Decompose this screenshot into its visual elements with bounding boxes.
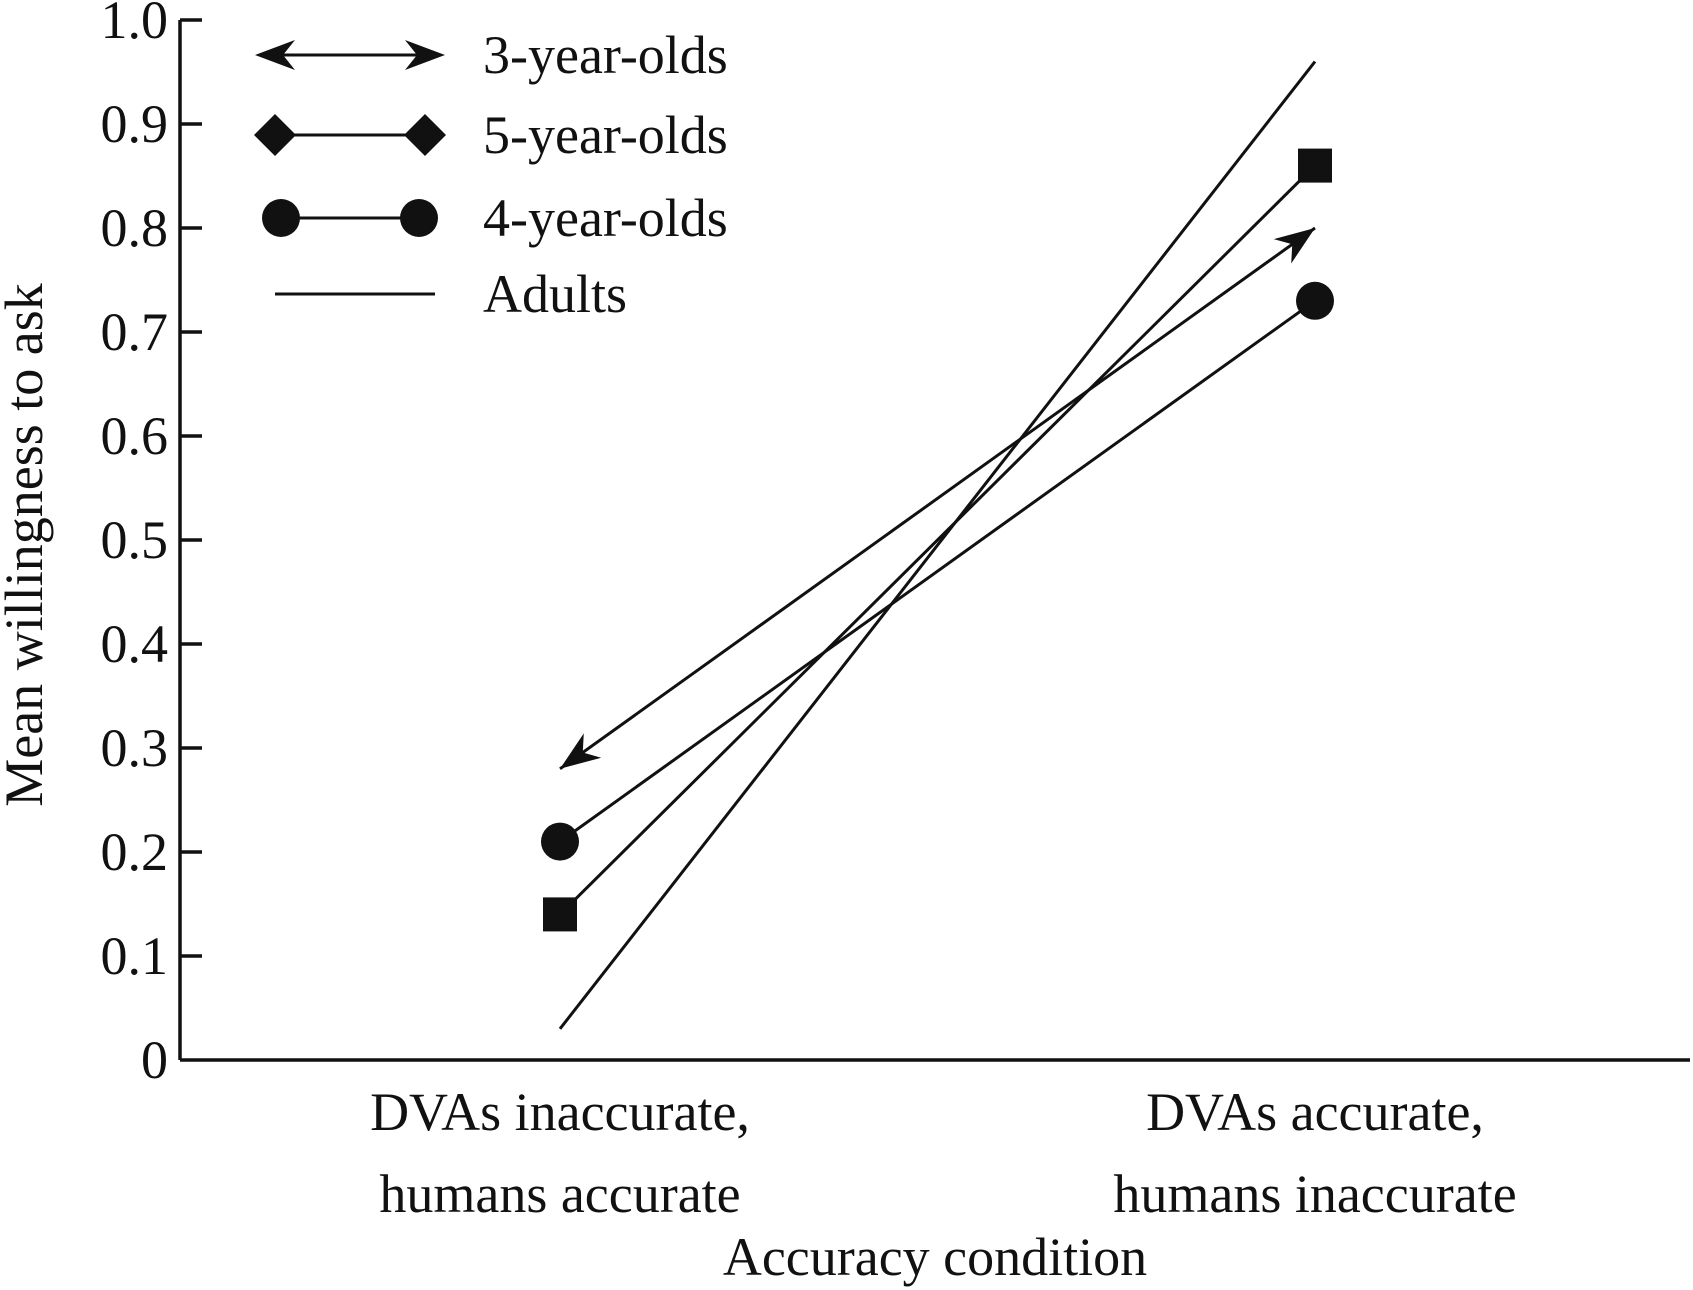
x-category-label: humans accurate <box>379 1164 740 1224</box>
y-tick-label: 0.3 <box>101 718 169 778</box>
series-4-year-olds <box>541 281 1334 861</box>
data-point-circle <box>541 822 579 861</box>
series-group <box>541 60 1334 1030</box>
x-category-label: DVAs accurate, <box>1146 1082 1484 1142</box>
y-tick-label: 0.7 <box>101 302 169 362</box>
series-line <box>558 164 1317 916</box>
x-category-label: DVAs inaccurate, <box>370 1082 750 1142</box>
series-line <box>558 60 1317 1030</box>
legend-item: 5-year-olds <box>254 105 728 165</box>
y-tick-label: 0.5 <box>101 510 169 570</box>
y-tick-label: 0.1 <box>101 926 169 986</box>
axes <box>178 20 1690 1062</box>
legend-label: Adults <box>483 264 627 324</box>
legend: 3-year-olds 5-year-olds 4-year-olds Adults <box>254 25 728 324</box>
y-tick-label: 0.9 <box>101 94 169 154</box>
x-category-labels: DVAs inaccurate, humans accurate DVAs accu… <box>370 1082 1517 1224</box>
series-3-year-olds <box>559 226 1316 771</box>
y-axis-title: Mean willingness to ask <box>0 283 54 806</box>
arrow-head-marker <box>560 733 602 769</box>
legend-arrow-right-icon <box>405 40 445 70</box>
y-tick-label: 0.8 <box>101 198 169 258</box>
data-point-square <box>543 897 577 932</box>
series-line <box>559 226 1316 771</box>
series-line <box>559 299 1316 843</box>
series-adults <box>558 60 1317 1030</box>
series-5-year-olds <box>543 148 1332 932</box>
x-category-label: humans inaccurate <box>1113 1164 1516 1224</box>
legend-arrow-left-icon <box>255 40 295 70</box>
y-ticks: 0 0.1 0.2 0.3 0.4 0.5 0.6 0.7 0.8 0.9 1.0 <box>101 0 202 1090</box>
x-axis-title: Accuracy condition <box>723 1227 1147 1287</box>
legend-label: 4-year-olds <box>483 188 728 248</box>
legend-circle-icon <box>262 199 300 237</box>
legend-item: 3-year-olds <box>255 25 728 85</box>
legend-item: Adults <box>275 264 627 324</box>
legend-label: 3-year-olds <box>483 25 728 85</box>
data-point-square <box>1298 148 1332 183</box>
y-tick-label: 0.6 <box>101 406 169 466</box>
legend-item: 4-year-olds <box>262 188 728 248</box>
legend-label: 5-year-olds <box>483 105 728 165</box>
y-tick-label: 1.0 <box>101 0 169 50</box>
arrow-head-marker <box>1273 228 1315 264</box>
legend-diamond-icon <box>254 114 296 156</box>
y-tick-label: 0 <box>141 1030 168 1090</box>
y-tick-label: 0.4 <box>101 614 169 674</box>
legend-diamond-icon <box>404 114 446 156</box>
data-point-circle <box>1296 281 1334 320</box>
legend-circle-icon <box>400 199 438 237</box>
y-tick-label: 0.2 <box>101 822 169 882</box>
